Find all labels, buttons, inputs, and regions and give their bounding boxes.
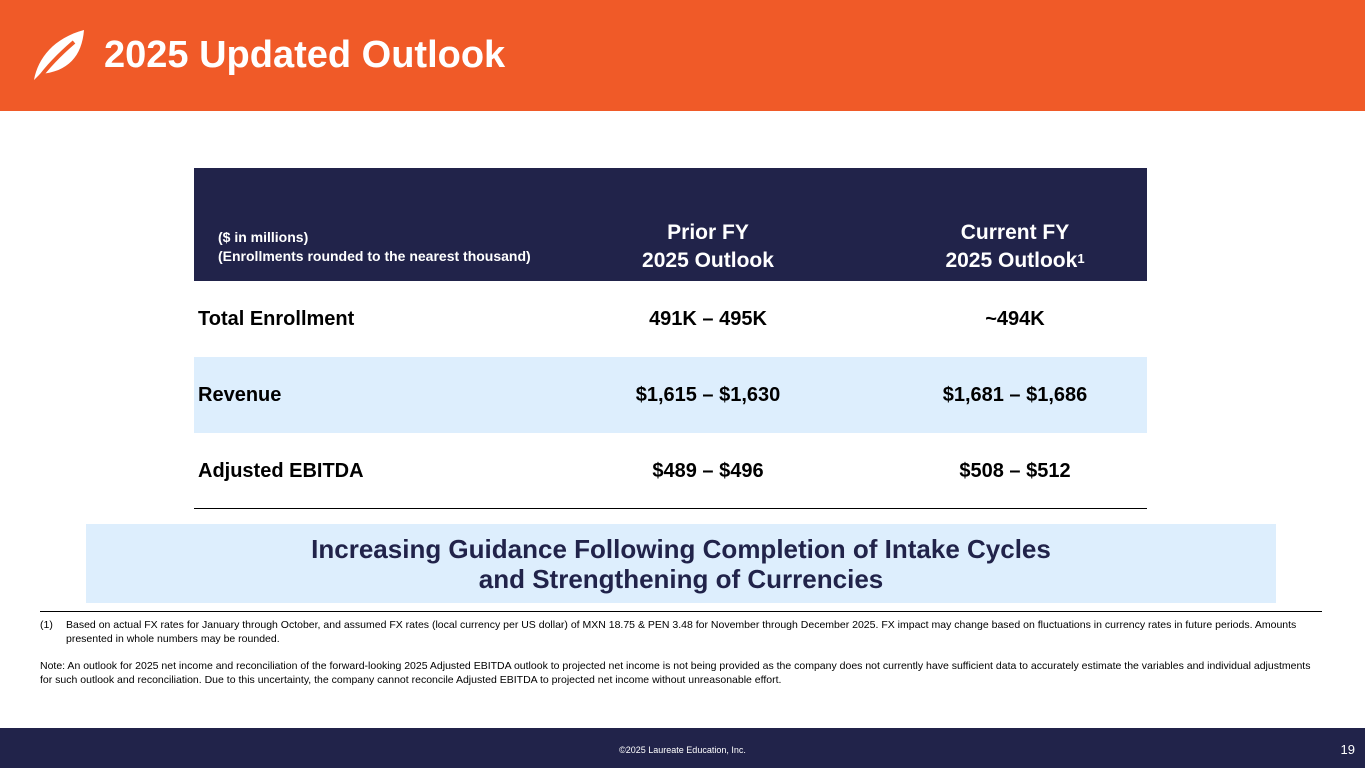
slide-footer: ©2025 Laureate Education, Inc. 19 bbox=[0, 728, 1365, 768]
current-outlook-value: $1,681 – $1,686 bbox=[942, 384, 1088, 406]
table-units-note: ($ in millions) (Enrollments rounded to … bbox=[218, 228, 531, 266]
footnote-divider bbox=[40, 611, 1322, 612]
guidance-callout: Increasing Guidance Following Completion… bbox=[86, 524, 1276, 603]
column-header-prior: Prior FY 2025 Outlook bbox=[642, 221, 774, 272]
footnote-text: Based on actual FX rates for January thr… bbox=[66, 619, 1297, 645]
outlook-table-header: ($ in millions) (Enrollments rounded to … bbox=[194, 168, 1147, 281]
page-number: 19 bbox=[1340, 742, 1355, 757]
column-header-current: Current FY 2025 Outlook1 bbox=[945, 221, 1085, 272]
table-row-total-enrollment: Total Enrollment 491K – 495K ~494K bbox=[194, 281, 1147, 357]
units-note-line1: ($ in millions) bbox=[218, 229, 309, 245]
table-bottom-rule bbox=[194, 508, 1147, 509]
prior-outlook-value: 491K – 495K bbox=[649, 308, 767, 330]
callout-line1: Increasing Guidance Following Completion… bbox=[311, 534, 1051, 564]
current-outlook-value: $508 – $512 bbox=[959, 460, 1071, 482]
prior-outlook-value: $1,615 – $1,630 bbox=[635, 384, 781, 406]
footnote-marker: 1 bbox=[1077, 251, 1085, 266]
copyright-text: ©2025 Laureate Education, Inc. bbox=[619, 745, 746, 755]
row-label: Adjusted EBITDA bbox=[198, 460, 364, 482]
disclaimer-note: Note: An outlook for 2025 net income and… bbox=[40, 660, 1311, 686]
callout-line2: and Strengthening of Currencies bbox=[478, 564, 884, 594]
table-row-adjusted-ebitda: Adjusted EBITDA $489 – $496 $508 – $512 bbox=[194, 433, 1147, 509]
prior-outlook-value: $489 – $496 bbox=[652, 460, 764, 482]
leaf-logo-icon bbox=[34, 30, 84, 82]
footnote-number: (1) bbox=[40, 619, 53, 631]
units-note-line2: (Enrollments rounded to the nearest thou… bbox=[218, 248, 531, 264]
footnote-1: (1) Based on actual FX rates for January… bbox=[40, 618, 1325, 646]
row-label: Revenue bbox=[198, 384, 282, 406]
table-row-revenue: Revenue $1,615 – $1,630 $1,681 – $1,686 bbox=[194, 357, 1147, 433]
page-title: 2025 Updated Outlook bbox=[104, 34, 506, 76]
row-label: Total Enrollment bbox=[198, 308, 355, 330]
current-outlook-value: ~494K bbox=[985, 308, 1045, 330]
slide-header: 2025 Updated Outlook bbox=[0, 0, 1365, 111]
